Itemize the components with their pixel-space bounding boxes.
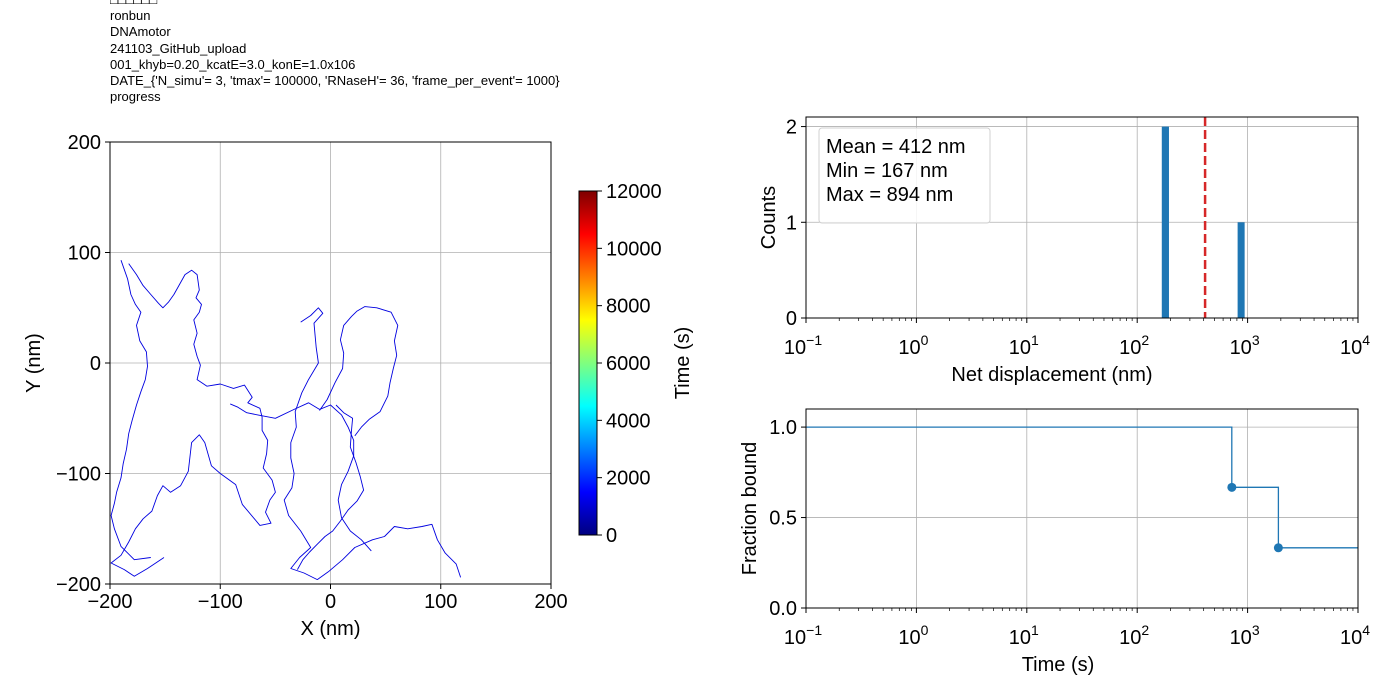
y-tick-label: 0.5 [769,508,797,530]
colorbar-tick-label: 0 [606,525,617,547]
x-tick-label: 101 [1009,622,1039,649]
x-tick-label: 0 [325,591,336,613]
header-line: 241103_GitHub_upload [110,40,247,56]
histogram-bar [1237,222,1245,318]
y-tick-label: 100 [68,243,101,265]
plot-frame [805,408,1359,609]
fraction-bound-plot: 10−1 100 101 102 103 104 0.0 0.5 1.0 Time (s) Frac… [739,408,1370,676]
x-axis-label: Net displacement (nm) [951,364,1152,386]
y-tick-label: −200 [56,574,101,596]
colorbar-tick-label: 8000 [606,296,651,318]
x-tick-label: 10−1 [784,332,822,359]
x-tick-label: −100 [198,591,243,613]
x-tick-label: 102 [1119,622,1149,649]
survival-marker [1273,543,1283,553]
trajectory-line [110,263,276,577]
x-axis-label: Time (s) [1022,654,1095,676]
x-tick-label: 100 [424,591,457,613]
x-tick-label: −200 [87,591,132,613]
colorbar-tick-label: 12000 [606,181,662,203]
header-line: ronbun [110,8,151,24]
colorbar-tick-label: 6000 [606,353,651,375]
y-axis-label: Counts [758,186,780,249]
survival-marker [1227,482,1237,492]
x-tick-label: 200 [534,591,567,613]
x-tick-label: 103 [1230,622,1260,649]
colorbar-tick-label: 2000 [606,468,651,490]
colorbar-label: Time (s) [672,327,694,400]
y-axis-label: Fraction bound [739,442,761,575]
header-line: □□□□□□ [110,0,560,8]
trajectory-paths [110,260,462,581]
figure-header-text: □□□□□□ ronbun DNAmotor 241103_GitHub_upl… [110,0,560,105]
survival-step-line [806,426,1358,549]
stats-text: Mean = 412 nm [826,136,966,158]
x-tick-label: 10−1 [784,622,822,649]
header-line: progress [110,89,161,105]
trajectory-line [230,402,372,552]
y-tick-label: −100 [56,464,101,486]
y-tick-label: 0 [786,308,797,330]
stats-box [818,127,991,224]
x-tick-label: 100 [898,332,928,359]
trajectory-line [297,404,365,570]
x-tick-label: 100 [898,622,928,649]
header-line: 001_khyb=0.20_kcatE=3.0_konE=1.0x106 [110,56,356,72]
net-displacement-histogram: 10−1 100 101 102 103 104 0 1 2 Net displacement (… [758,116,1370,386]
y-tick-label: 2 [786,117,797,139]
histogram-bar [1161,126,1169,318]
y-tick-label: 0 [90,353,101,375]
y-tick-label: 1 [786,212,797,234]
trajectory-line [319,306,399,437]
stats-text: Max = 894 nm [826,184,953,206]
trajectory-plot: −200 −100 0 100 200 −200 −100 0 100 200 X (nm) Y (n… [23,132,568,640]
x-tick-label: 103 [1230,332,1260,359]
x-axis-label: X (nm) [301,618,361,640]
x-tick-label: 104 [1340,622,1370,649]
colorbar-tick-label: 4000 [606,410,651,432]
header-line: DNAmotor [110,24,171,40]
header-line: DATE_{'N_simu'= 3, 'tmax'= 100000, 'RNas… [110,73,560,89]
colorbar-gradient [578,190,598,536]
plot-frame [805,116,1359,319]
stats-text: Min = 167 nm [826,160,948,182]
x-tick-label: 102 [1119,332,1149,359]
trajectory-line [110,260,151,561]
x-tick-label: 101 [1009,332,1039,359]
x-tick-label: 104 [1340,332,1370,359]
y-tick-label: 0.0 [769,598,797,620]
y-tick-label: 200 [68,132,101,154]
trajectory-line [283,307,462,581]
time-colorbar: 0 2000 4000 6000 8000 10000 12000 Time (s) [578,181,694,547]
colorbar-tick-label: 10000 [606,238,662,260]
y-tick-label: 1.0 [769,417,797,439]
y-axis-label: Y (nm) [23,333,45,393]
